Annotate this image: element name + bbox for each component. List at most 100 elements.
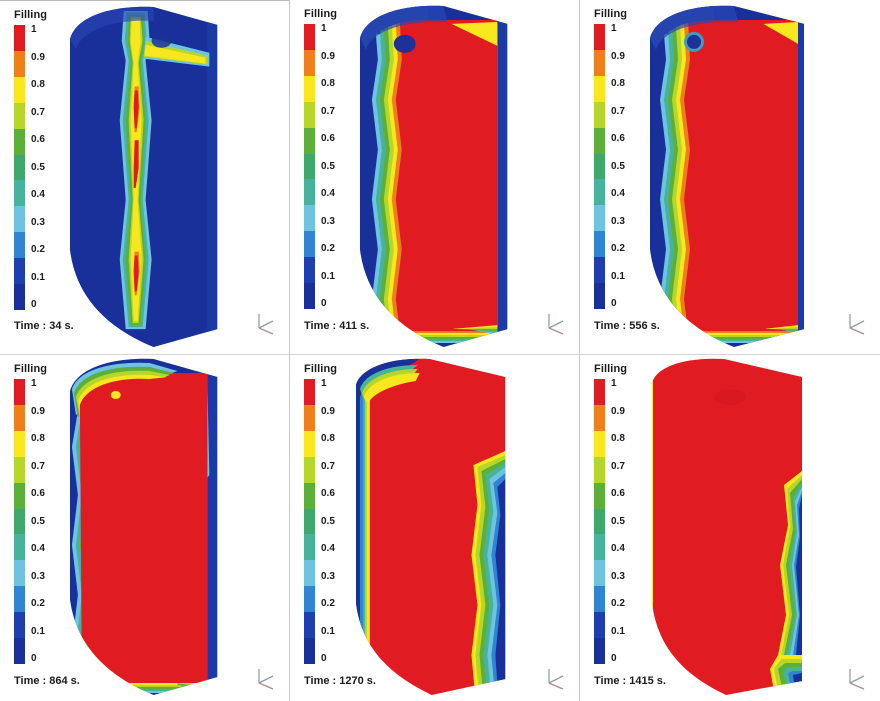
colorbar-tick-label: 1 (31, 378, 37, 389)
simulation-panel-4: Filling 1 0.9 0.8 0.7 0.6 0.5 0.4 0.3 0.2 0.1 0 (0, 355, 290, 701)
colorbar-tick-label: 0.7 (31, 106, 45, 118)
legend-title: Filling (594, 8, 628, 20)
geometry-view-4 (58, 355, 289, 701)
right-front-5 (471, 358, 506, 696)
colorbar-tick-label: 0.9 (611, 50, 625, 62)
colorbar-band-0.1 (304, 257, 315, 284)
colorbar-band-0.1 (14, 258, 25, 285)
colorbar-tick-label: 0.8 (321, 433, 335, 444)
colorbar-legend-1: Filling 1 0.9 0.8 0.7 0.6 0.5 0.4 0.3 0.2 0.1 0 (14, 9, 86, 310)
colorbar-tick-label: 0.1 (31, 271, 45, 283)
colorbar-band-0.2 (594, 231, 605, 258)
contour-field-1 (69, 6, 218, 348)
colorbar-band-0.2 (594, 586, 605, 613)
simulation-panel-6: Filling 1 0.9 0.8 0.7 0.6 0.5 0.4 0.3 0.2 0.1 0 (580, 355, 880, 701)
colorbar-band-0.9 (14, 404, 25, 431)
colorbar-tick-label: 0.2 (611, 243, 625, 254)
fill-front-4 (71, 362, 210, 693)
colorbar-tick-label: 0.5 (31, 161, 45, 173)
contour-field-5 (355, 358, 506, 696)
contour-plot-1 (69, 6, 218, 348)
time-label-5: Time : 1270 s. (304, 675, 376, 687)
colorbar-ticks: 1 0.9 0.8 0.7 0.6 0.5 0.4 0.3 0.2 0.1 0 (611, 24, 666, 309)
colorbar-legend-3: Filling 1 0.9 0.8 0.7 0.6 0.5 0.4 0.3 0.2 0.1 0 (594, 8, 666, 309)
colorbar-tick-label: 0.2 (31, 244, 45, 255)
colorbar-band-0.7 (594, 456, 605, 483)
colorbar-tick-label: 0.7 (321, 460, 335, 472)
colorbar-tick-label: 0 (31, 653, 37, 664)
colorbar-tick-label: 0.8 (31, 433, 45, 444)
colorbar-band-0.7 (14, 102, 25, 129)
colorbar-band-0.0 (304, 638, 315, 664)
axis-triad-icon-2 (548, 314, 564, 335)
colorbar-ticks: 1 0.9 0.8 0.7 0.6 0.5 0.4 0.3 0.2 0.1 0 (31, 25, 86, 310)
colorbar-tick-label: 0.2 (321, 243, 335, 254)
simulation-panel-1: Filling 1 0.9 0.8 0.7 0.6 0.5 0.4 0.3 0.2 0.1 0 (0, 0, 290, 355)
contour-field-4 (69, 358, 218, 695)
colorbar-band-0.5 (594, 508, 605, 535)
fill-front-2 (371, 19, 498, 344)
colorbar-band-0.0 (594, 638, 605, 664)
geometry-view-6 (638, 355, 880, 701)
colorbar-band-0.5 (14, 154, 25, 181)
contour-field-6 (652, 358, 802, 695)
colorbar-tick-label: 0.3 (611, 570, 625, 582)
colorbar-band-0.1 (304, 612, 315, 639)
colorbar-legend-5: Filling 1 0.9 0.8 0.7 0.6 0.5 0.4 0.3 0.2 0.1 0 (304, 363, 376, 664)
time-label-2: Time : 411 s. (304, 320, 370, 332)
colorbar-tick-label: 0 (611, 298, 617, 309)
colorbar-band-0.6 (304, 482, 315, 509)
colorbar-tick-label: 0.5 (321, 515, 335, 527)
colorbar-band-0.5 (304, 508, 315, 535)
colorbar-band-0.8 (594, 75, 605, 102)
colorbar-band-0.4 (304, 534, 315, 561)
axis-triad-icon-3 (849, 314, 865, 335)
axis-triad-icon-5 (548, 669, 564, 690)
colorbar-tick-label: 0.6 (31, 488, 45, 499)
geometry-view-5 (348, 355, 579, 701)
colorbar-tick-label: 0.6 (321, 488, 335, 499)
colorbar-strip (304, 24, 315, 309)
colorbar-band-0.0 (594, 283, 605, 309)
colorbar-tick-label: 0 (321, 298, 327, 309)
colorbar-band-0.8 (14, 76, 25, 103)
colorbar-tick-label: 0.6 (611, 133, 625, 144)
legend-title: Filling (594, 363, 628, 375)
colorbar-tick-label: 0.4 (31, 543, 45, 554)
colorbar-band-0.3 (14, 560, 25, 587)
colorbar-tick-label: 0.9 (31, 405, 45, 417)
colorbar-tick-label: 0.3 (611, 215, 625, 227)
axis-triad-icon-6 (849, 669, 865, 690)
colorbar-band-0.8 (14, 430, 25, 457)
axis-triad-icon-4 (258, 669, 274, 690)
time-label-4: Time : 864 s. (14, 675, 80, 687)
colorbar-tick-label: 0.4 (321, 188, 335, 199)
colorbar-tick-label: 0.6 (321, 133, 335, 144)
colorbar-band-0.8 (304, 430, 315, 457)
colorbar-tick-label: 1 (31, 24, 37, 35)
geometry-view-2 (348, 0, 579, 354)
legend-title: Filling (14, 9, 48, 21)
colorbar-tick-label: 0 (611, 653, 617, 664)
colorbar-tick-label: 0.4 (31, 189, 45, 200)
contour-field-3 (650, 5, 804, 348)
colorbar-band-1.0 (304, 379, 315, 405)
colorbar-tick-label: 1 (321, 378, 327, 389)
colorbar-band-0.3 (304, 560, 315, 587)
colorbar-legend-6: Filling 1 0.9 0.8 0.7 0.6 0.5 0.4 0.3 0.2 0.1 0 (594, 363, 666, 664)
colorbar-tick-label: 0.9 (321, 405, 335, 417)
legend-title: Filling (304, 363, 338, 375)
colorbar-tick-label: 0.3 (321, 570, 335, 582)
colorbar-band-0.9 (304, 49, 315, 76)
colorbar-ticks: 1 0.9 0.8 0.7 0.6 0.5 0.4 0.3 0.2 0.1 0 (321, 24, 376, 309)
colorbar-ticks: 1 0.9 0.8 0.7 0.6 0.5 0.4 0.3 0.2 0.1 0 (611, 379, 666, 664)
colorbar-band-0.3 (594, 560, 605, 587)
colorbar-tick-label: 0.3 (31, 216, 45, 228)
fill-front-1 (119, 10, 210, 330)
colorbar-band-0.1 (594, 612, 605, 639)
colorbar-tick-label: 0.5 (611, 515, 625, 527)
colorbar-band-1.0 (304, 24, 315, 50)
colorbar-band-0.4 (594, 534, 605, 561)
